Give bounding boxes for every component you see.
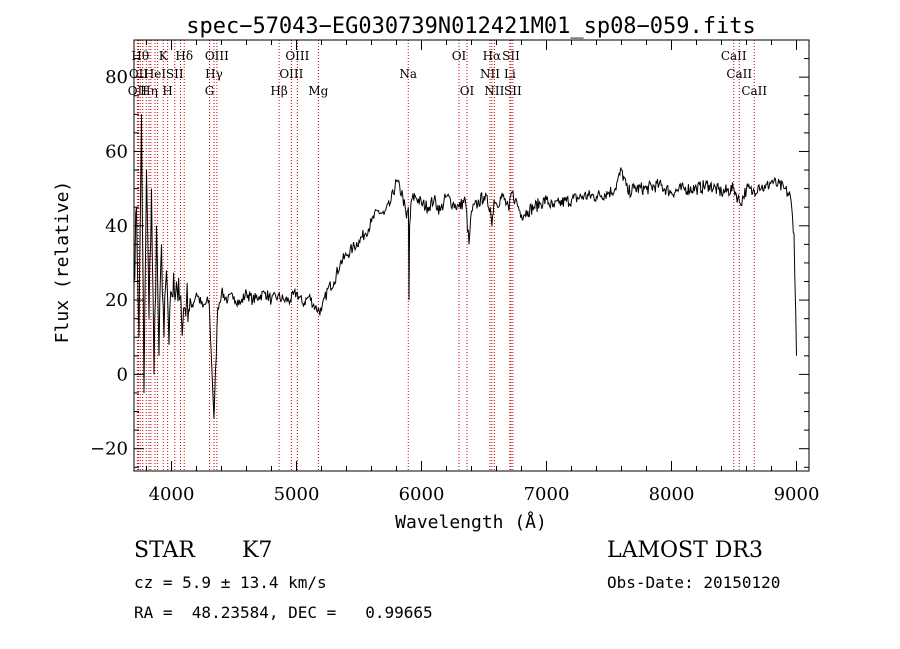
plot-frame <box>133 39 810 472</box>
x-tick-label: 7000 <box>524 484 570 505</box>
y-tick-label: −20 <box>90 439 128 460</box>
object-class: STAR <box>134 538 195 563</box>
obs-date: Obs-Date: 20150120 <box>607 573 781 592</box>
line-marker-label: Hβ <box>270 84 287 98</box>
line-markers: OIIOIIHθHηHeIKHSIIHδGHγOIIIHβOIIIOIIIMgN… <box>128 40 767 471</box>
y-tick-label: 60 <box>105 141 128 162</box>
line-marker-label: OIII <box>285 49 309 63</box>
coordinates: RA = 48.23584, DEC = 0.99665 <box>134 603 433 622</box>
line-marker-label: OI <box>460 84 475 98</box>
y-tick-label: 80 <box>105 67 128 88</box>
line-marker-label: OIII <box>205 49 229 63</box>
line-marker-label: Hδ <box>175 49 193 63</box>
y-tick-label: 40 <box>105 216 128 237</box>
line-marker-label: Hα <box>483 49 502 63</box>
y-tick-label: 20 <box>105 290 128 311</box>
line-marker-label: NII <box>484 84 504 98</box>
x-tick-label: 6000 <box>399 484 445 505</box>
line-marker-label: SII <box>502 49 520 63</box>
line-marker-label: OI <box>452 49 467 63</box>
line-marker-label: Li <box>504 67 516 81</box>
x-tick-label: 4000 <box>149 484 195 505</box>
y-axis-label: Flux (relative) <box>52 181 73 344</box>
line-marker-label: CaII <box>721 49 747 63</box>
line-marker-label: HeI <box>144 67 167 81</box>
survey-name: LAMOST DR3 <box>607 538 763 563</box>
line-marker-label: H <box>162 84 172 98</box>
line-marker-label: Mg <box>308 84 328 98</box>
x-tick-label: 9000 <box>774 484 820 505</box>
line-marker-label: Hθ <box>131 49 149 63</box>
x-tick-label: 8000 <box>649 484 695 505</box>
chart-title: spec−57043−EG030739N012421M01_sp08−059.f… <box>186 14 756 39</box>
y-tick-label: 0 <box>117 364 128 385</box>
line-marker-label: OIII <box>279 67 303 81</box>
x-tick-label: 5000 <box>274 484 320 505</box>
line-marker-label: NII <box>480 67 500 81</box>
x-axis-label: Wavelength (Å) <box>395 511 547 533</box>
line-marker-label: CaII <box>726 67 752 81</box>
line-marker-label: Na <box>399 67 417 81</box>
line-marker-label: CaII <box>741 84 767 98</box>
redshift-readout: cz = 5.9 ± 13.4 km/s <box>134 573 327 592</box>
line-marker-label: Hη <box>140 84 158 98</box>
object-subclass: K7 <box>242 538 273 563</box>
line-marker-label: SII <box>504 84 522 98</box>
spectrum-line <box>133 114 797 420</box>
line-marker-label: SII <box>166 67 184 81</box>
y-axis: −20 0 20 40 60 80 <box>90 39 809 468</box>
line-marker-label: Hγ <box>205 67 223 81</box>
line-marker-label: G <box>205 84 215 98</box>
x-axis: 4000 5000 6000 7000 8000 9000 <box>146 40 820 505</box>
line-marker-label: K <box>159 49 169 63</box>
